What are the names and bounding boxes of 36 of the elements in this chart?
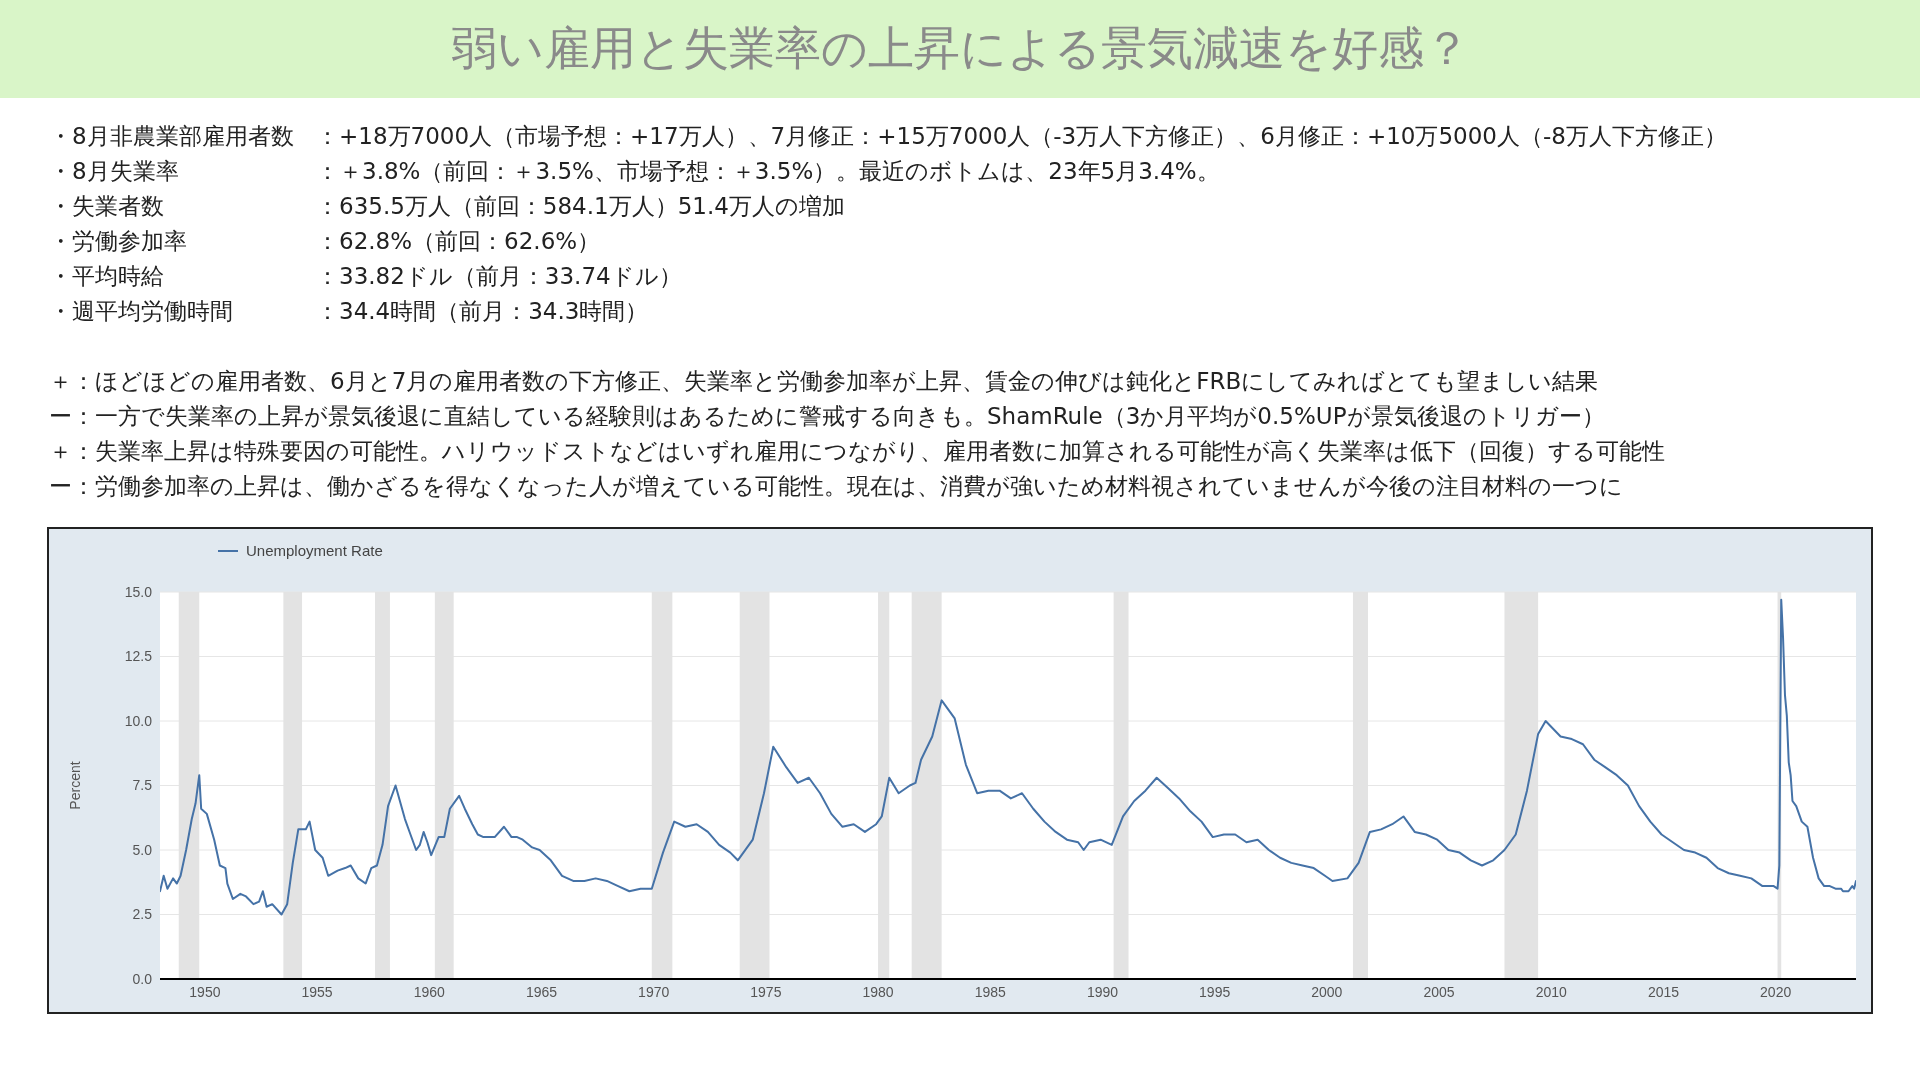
text: ー：一方で失業率の上昇が景気後退に直結している経験則はあるために警戒する向きも。ShamRule（3か月平均が0.5%UPが景気後退のトリガー） bbox=[49, 402, 1606, 431]
y-tick-label: 0.0 bbox=[132, 970, 153, 987]
text: ー：労働参加率の上昇は、働かざるを得なくなった人が増えている可能性。現在は、消費が強いため材料視されていませんが今後の注目材料の一つに bbox=[49, 472, 1624, 501]
x-tick-label: 1950 bbox=[189, 983, 221, 1000]
x-tick-label: 1965 bbox=[525, 983, 558, 1000]
y-tick-label: 2.5 bbox=[132, 906, 153, 923]
y-tick-label: 15.0 bbox=[124, 583, 153, 600]
text: ・週平均労働時間：34.4時間（前月：34.3時間） bbox=[49, 298, 649, 324]
x-tick-label: 1960 bbox=[413, 983, 446, 1000]
y-tick-label: 12.5 bbox=[124, 648, 153, 665]
text: ＋：失業率上昇は特殊要因の可能性。ハリウッドストなどはいずれ雇用につながり、雇用者数に加算される可能性が高く失業率は低下（回復）する可能性 bbox=[49, 437, 1666, 466]
x-tick-label: 1975 bbox=[750, 983, 782, 1000]
x-tick-label: 1955 bbox=[301, 983, 333, 1000]
text: ・8月失業率：＋3.8%（前回：＋3.5%、市場予想：＋3.5%）。最近のボトムは、23年5月3.4%。 bbox=[49, 158, 1220, 184]
x-tick-label: 2005 bbox=[1423, 983, 1455, 1000]
x-tick-label: 1995 bbox=[1199, 983, 1231, 1000]
x-tick-label: 1990 bbox=[1086, 983, 1119, 1000]
x-tick-label: 1980 bbox=[862, 983, 894, 1000]
x-tick-label: 1985 bbox=[974, 983, 1007, 1000]
y-tick-label: 5.0 bbox=[132, 841, 153, 858]
text: ・8月非農業部雇用者数：+18万7000人（市場予想：+17万人）、7月修正：+15万7000人（-3万人下方修正）、6月修正：+10万5000人（-8万人下方修正） bbox=[49, 122, 1727, 151]
x-tick-label: 2010 bbox=[1535, 983, 1568, 1000]
x-tick-label: 2020 bbox=[1760, 983, 1792, 1000]
x-tick-label: 2015 bbox=[1647, 983, 1680, 1000]
y-axis-title: Percent bbox=[66, 761, 83, 810]
text: ＋：ほどほどの雇用者数、6月と7月の雇用者数の下方修正、失業率と労働参加率が上昇、賃金の伸びは鈍化とFRBにしてみればとても望ましい結果 bbox=[49, 367, 1600, 396]
x-tick-label: 1970 bbox=[638, 983, 670, 1000]
y-tick-label: 10.0 bbox=[124, 712, 153, 729]
text: ・平均時給：33.82ドル（前月：33.74ドル） bbox=[49, 263, 682, 289]
x-tick-label: 2000 bbox=[1311, 983, 1343, 1000]
y-tick-label: 7.5 bbox=[132, 777, 153, 794]
line-series bbox=[160, 598, 1856, 916]
chart-title: 弱い雇用と失業率の上昇による景気減速を好感？ bbox=[450, 20, 1470, 77]
text: ・失業者数：635.5万人（前回：584.1万人）51.4万人の増加 bbox=[49, 193, 845, 219]
legend-label: Unemployment Rate bbox=[246, 542, 383, 559]
text: ・労働参加率：62.8%（前回：62.6%） bbox=[49, 228, 601, 254]
